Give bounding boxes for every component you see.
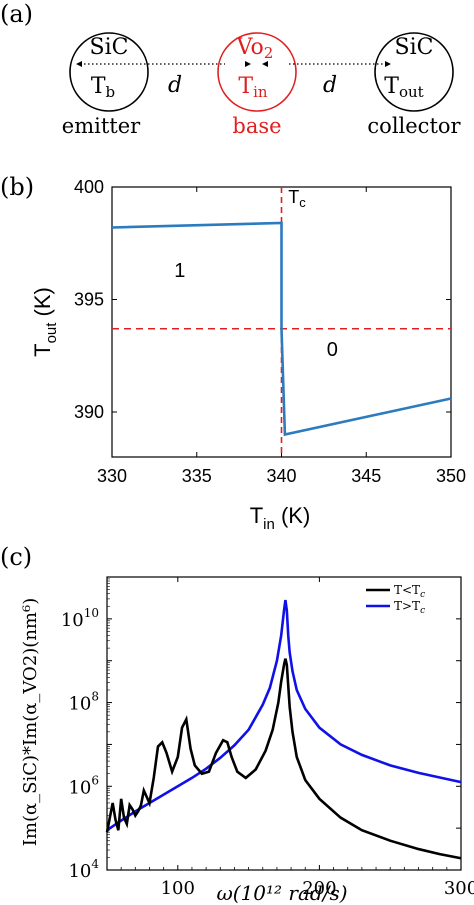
x-tick-label: 350 — [436, 466, 466, 486]
emitter-label: emitter — [62, 114, 141, 138]
y-tick-label: 1010 — [61, 606, 99, 631]
emitter-body: SiC Tb emitter — [62, 32, 149, 138]
x-tick-label: 345 — [351, 466, 381, 486]
gap-label-right: d — [323, 73, 337, 98]
chart-c: 100 200 300 104 106 108 1010 T<Tc T>Tc ω(10¹² … — [20, 576, 474, 905]
x-tick-label: 335 — [182, 466, 212, 486]
base-material: Vo2 — [236, 35, 274, 62]
series-t-below-tc — [105, 658, 462, 860]
chart-b-ylabel: Tout (K) — [30, 287, 60, 357]
y-tick-label: 395 — [74, 290, 104, 310]
arrow-base-out-icon — [262, 61, 268, 67]
x-tick-label: 330 — [97, 466, 127, 486]
chart-c-xlabel: ω(10¹² rad/s) — [216, 881, 347, 905]
emitter-material: SiC — [90, 35, 129, 60]
x-tick-label: 340 — [266, 466, 296, 486]
y-tick-label: 390 — [74, 402, 104, 422]
x-tick-label: 300 — [444, 878, 474, 899]
chart-b-xlabel: Tin (K) — [250, 503, 311, 533]
chart-c-ylabel: Im(α_SiC)*Im(α_VO2)(nm⁶) — [20, 598, 41, 846]
collector-temp: Tout — [384, 74, 423, 101]
y-tick-label: 400 — [74, 177, 104, 197]
y-tick-label: 104 — [68, 857, 99, 882]
panel-label-c: (c) — [0, 543, 32, 571]
emitter-circle — [69, 32, 149, 112]
y-tick-label: 108 — [68, 690, 99, 715]
panel-label-b: (b) — [0, 173, 34, 201]
panel-label-a: (a) — [0, 0, 33, 28]
collector-material: SiC — [395, 35, 434, 60]
base-temp: Tin — [238, 74, 267, 101]
x-tick-label: 200 — [302, 878, 336, 899]
state-0-annotation: 0 — [327, 339, 338, 361]
emitter-temp: Tb — [91, 74, 115, 101]
state-1-annotation: 1 — [174, 260, 185, 282]
tc-annotation: Tc — [288, 187, 306, 210]
tout-vs-tin-line — [111, 221, 452, 437]
collector-circle — [374, 32, 454, 112]
base-body: Vo2 Tin base — [217, 32, 297, 138]
legend: T<Tc T>Tc — [366, 583, 425, 616]
collector-label: collector — [367, 114, 461, 138]
arrow-right-icon — [385, 61, 391, 67]
arrow-base-in-icon — [245, 61, 251, 67]
legend-label-above: T>Tc — [394, 599, 425, 616]
gap-label-left: d — [168, 73, 182, 98]
connection-lines — [76, 61, 391, 67]
base-circle — [217, 32, 297, 112]
arrow-left-icon — [76, 61, 82, 67]
y-tick-label: 106 — [68, 773, 99, 798]
series-t-above-tc — [106, 599, 462, 832]
x-tick-label: 100 — [161, 878, 195, 899]
collector-body: SiC Tout collector — [367, 32, 462, 138]
base-label: base — [232, 114, 281, 138]
chart-c-frame — [106, 576, 462, 871]
legend-label-below: T<Tc — [394, 583, 425, 600]
